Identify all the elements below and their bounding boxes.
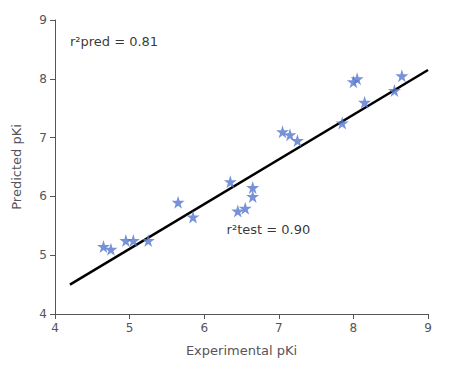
- svg-text:5: 5: [39, 248, 47, 262]
- svg-text:r²pred = 0.81: r²pred = 0.81: [70, 34, 158, 49]
- svg-text:8: 8: [350, 321, 358, 335]
- svg-text:7: 7: [275, 321, 283, 335]
- svg-text:Predicted pKi: Predicted pKi: [9, 124, 24, 210]
- svg-text:4: 4: [51, 321, 59, 335]
- svg-text:r²test = 0.90: r²test = 0.90: [227, 222, 311, 237]
- svg-text:9: 9: [424, 321, 432, 335]
- svg-text:Experimental pKi: Experimental pKi: [186, 343, 297, 358]
- svg-text:6: 6: [200, 321, 208, 335]
- svg-text:7: 7: [39, 131, 47, 145]
- svg-text:8: 8: [39, 72, 47, 86]
- svg-text:5: 5: [126, 321, 134, 335]
- svg-text:6: 6: [39, 189, 47, 203]
- svg-text:4: 4: [39, 307, 47, 321]
- svg-text:9: 9: [39, 13, 47, 27]
